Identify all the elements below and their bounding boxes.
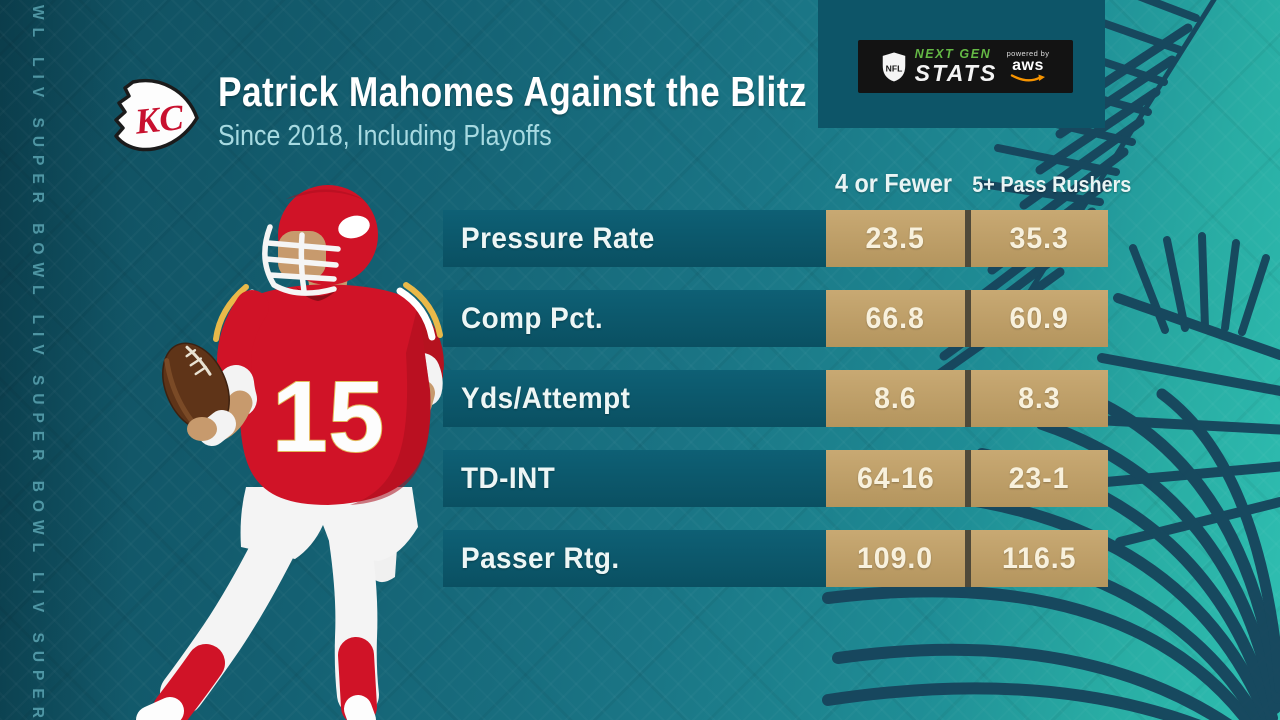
ngs-stats-label: STATS <box>914 59 998 86</box>
row-value: 35.3 <box>1009 221 1070 255</box>
stats-header-row: 4 or Fewer 5+ Pass Rushers <box>443 168 1132 198</box>
value-box-5plus-rushers: 116.5 <box>971 530 1108 587</box>
chiefs-logo: KC <box>114 79 199 152</box>
nfl-shield-icon: NFL <box>882 52 905 81</box>
value-divider <box>965 290 971 347</box>
row-value: 66.8 <box>865 301 926 335</box>
player-helmet <box>262 185 378 296</box>
value-divider <box>965 210 971 267</box>
row-value: 109.0 <box>857 541 934 575</box>
value-box-5plus-rushers: 35.3 <box>971 210 1108 267</box>
row-value: 8.3 <box>1018 381 1061 415</box>
row-label-bar: Comp Pct. <box>443 290 826 347</box>
value-box-5plus-rushers: 23-1 <box>971 450 1108 507</box>
row-value: 23-1 <box>1009 461 1070 495</box>
helmet-arrowhead-decal <box>338 215 370 239</box>
row-label: Passer Rtg. <box>461 541 620 575</box>
row-label: Pressure Rate <box>461 221 655 255</box>
row-label: Comp Pct. <box>461 301 604 335</box>
table-row: Comp Pct. 66.8 60.9 <box>443 290 1108 347</box>
player-pants <box>136 487 418 720</box>
value-box-5plus-rushers: 60.9 <box>971 290 1108 347</box>
value-divider <box>965 370 971 427</box>
value-box-4-or-fewer: 8.6 <box>826 370 965 427</box>
arrowhead-shape <box>114 79 199 152</box>
vertical-superbowl-text: SUPER BOWL LIV SUPER BOWL LIV SUPER BOWL… <box>29 0 46 720</box>
row-value: 64-16 <box>856 461 935 495</box>
row-value: 23.5 <box>865 221 926 255</box>
row-value: 116.5 <box>1002 541 1077 575</box>
stats-rows: Pressure Rate 23.5 35.3 Comp Pct. 66.8 6… <box>443 210 1108 587</box>
column-header-5plus-rushers: 5+ Pass Rushers <box>972 172 1132 197</box>
value-divider <box>965 530 971 587</box>
player-jersey <box>213 282 443 505</box>
powered-by-label: powered by <box>1006 49 1050 59</box>
value-box-4-or-fewer: 66.8 <box>826 290 965 347</box>
aws-smile-icon <box>1010 74 1045 82</box>
nfl-shield-text: NFL <box>885 63 902 73</box>
row-label: Yds/Attempt <box>461 381 631 415</box>
table-row: Yds/Attempt 8.6 8.3 <box>443 370 1108 427</box>
table-row: Pressure Rate 23.5 35.3 <box>443 210 1108 267</box>
page-subtitle: Since 2018, Including Playoffs <box>218 120 552 152</box>
aws-label: aws <box>1012 56 1044 74</box>
row-value: 8.6 <box>874 381 917 415</box>
value-box-5plus-rushers: 8.3 <box>971 370 1108 427</box>
row-value: 60.9 <box>1009 301 1070 335</box>
next-gen-stats-logo: NFL NEXT GEN STATS powered by aws <box>858 40 1073 93</box>
value-box-4-or-fewer: 109.0 <box>826 530 965 587</box>
column-header-4-or-fewer: 4 or Fewer <box>834 168 953 198</box>
page-title: Patrick Mahomes Against the Blitz <box>218 68 807 115</box>
palm-fronds-decoration <box>822 0 1280 720</box>
jersey-number: 15 <box>272 361 384 473</box>
player-photo: 15 <box>136 185 444 720</box>
football <box>162 342 230 432</box>
row-label-bar: TD-INT <box>443 450 826 507</box>
ngs-nextgen-label: NEXT GEN <box>914 47 992 62</box>
facemask <box>262 224 341 296</box>
table-row: Passer Rtg. 109.0 116.5 <box>443 530 1108 587</box>
table-row: TD-INT 64-16 23-1 <box>443 450 1108 507</box>
chiefs-monogram: KC <box>132 97 186 142</box>
row-label-bar: Yds/Attempt <box>443 370 826 427</box>
row-label-bar: Pressure Rate <box>443 210 826 267</box>
value-divider <box>965 450 971 507</box>
value-box-4-or-fewer: 64-16 <box>826 450 965 507</box>
value-box-4-or-fewer: 23.5 <box>826 210 965 267</box>
row-label: TD-INT <box>461 461 556 495</box>
row-label-bar: Passer Rtg. <box>443 530 826 587</box>
stats-table: 4 or Fewer 5+ Pass Rushers Pressure Rate… <box>443 168 1132 610</box>
